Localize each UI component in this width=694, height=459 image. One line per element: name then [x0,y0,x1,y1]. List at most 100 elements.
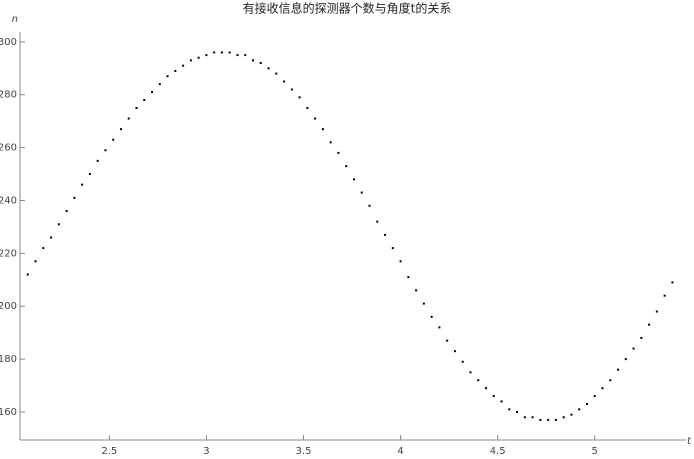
point [127,117,130,120]
y-tick-label: 220 [0,248,17,259]
point [648,323,651,326]
point [399,260,402,263]
point [663,294,666,297]
x-axis-label: t [687,436,692,447]
point [446,339,449,342]
point [477,379,480,382]
point [617,368,620,371]
point [352,178,355,181]
point [267,67,270,70]
point [376,220,379,223]
chart-title: 有接收信息的探测器个数与角度t的关系 [243,1,452,16]
point [314,117,317,120]
point [430,315,433,318]
point [601,387,604,390]
point [562,416,565,419]
point [469,371,472,374]
point [81,183,84,186]
point [119,128,122,131]
point [26,273,29,276]
point [453,350,456,353]
point [275,72,278,75]
point [50,236,53,239]
x-tick-label: 4 [397,446,403,457]
point [391,247,394,250]
point [609,379,612,382]
point [259,62,262,65]
y-tick-label: 300 [0,37,17,48]
point [236,54,239,57]
y-tick-label: 260 [0,143,17,154]
y-tick-label: 160 [0,407,17,418]
point [306,106,309,109]
y-tick-label: 280 [0,90,17,101]
point [42,247,45,250]
point [96,159,99,162]
point [298,96,301,99]
x-tick-label: 3.5 [296,446,312,457]
point [415,289,418,292]
point [500,400,503,403]
point [112,138,115,141]
point [585,403,588,406]
point [158,83,161,86]
point [252,59,255,62]
point [485,387,488,390]
point [508,408,511,411]
point [213,51,216,54]
point [135,106,138,109]
point [539,418,542,421]
point [143,99,146,102]
point [104,149,107,152]
point [593,395,596,398]
point [220,51,223,54]
point [283,80,286,83]
point [57,223,60,226]
point [531,416,534,419]
point [422,302,425,305]
x-tick-label: 4.5 [490,446,506,457]
point [166,75,169,78]
point [570,413,573,416]
point [174,69,177,72]
point [65,210,68,213]
point [228,51,231,54]
point [624,358,627,361]
point [73,196,76,199]
point [205,54,208,57]
point [368,204,371,207]
x-tick-label: 5 [592,446,598,457]
point [438,326,441,329]
x-tick-label: 2.5 [101,446,117,457]
x-tick-label: 3 [203,446,209,457]
point [182,64,185,67]
point [88,173,91,176]
point [345,165,348,168]
point [321,128,324,131]
point [516,410,519,413]
point [523,416,526,419]
point [640,336,643,339]
point [384,233,387,236]
y-tick-label: 240 [0,195,17,206]
point [329,141,332,144]
point [407,276,410,279]
point [547,418,550,421]
point [492,395,495,398]
point [671,281,674,284]
y-axis-label: n [12,14,18,25]
point [197,56,200,59]
point [360,191,363,194]
point [632,347,635,350]
point [461,360,464,363]
y-tick-label: 180 [0,354,17,365]
point [189,59,192,62]
point [34,260,37,263]
point [244,54,247,57]
point [554,418,557,421]
point [337,151,340,154]
point [290,88,293,91]
point [578,408,581,411]
y-tick-label: 200 [0,301,17,312]
